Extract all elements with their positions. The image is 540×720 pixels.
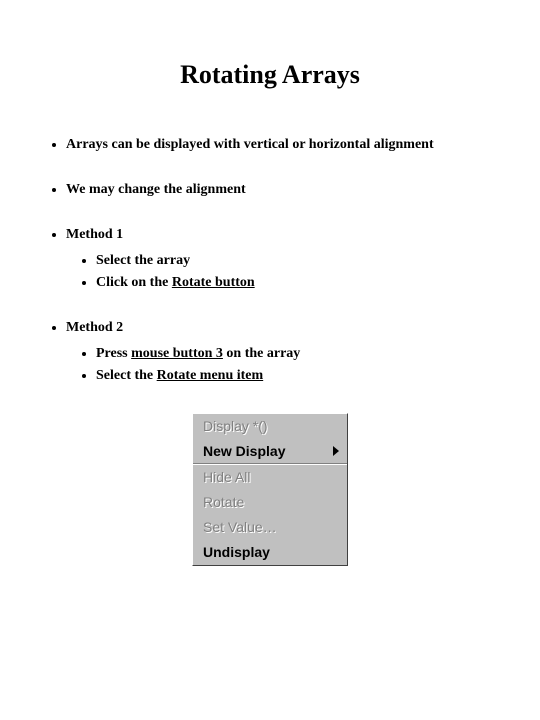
m2-s1-pre: Press: [96, 346, 131, 361]
context-menu-wrap: Display *() New Display Hide All Rotate …: [40, 413, 500, 566]
menu-item-undisplay-label: Undisplay: [203, 544, 270, 561]
method-2-steps: Press mouse button 3 on the array Select…: [66, 344, 500, 387]
page-title: Rotating Arrays: [40, 60, 500, 90]
mouse-button-3-link: mouse button 3: [131, 346, 223, 361]
bullet-alignment: Arrays can be displayed with vertical or…: [66, 136, 500, 155]
menu-item-display[interactable]: Display *(): [193, 414, 347, 439]
method-1-step-1: Select the array: [96, 251, 500, 271]
bullet-list: Arrays can be displayed with vertical or…: [40, 136, 500, 387]
method-1-steps: Select the array Click on the Rotate but…: [66, 251, 500, 294]
menu-item-undisplay[interactable]: Undisplay: [193, 540, 347, 565]
bullet-method-2: Method 2 Press mouse button 3 on the arr…: [66, 319, 500, 386]
menu-item-set-value[interactable]: Set Value…: [193, 515, 347, 540]
bullet-method-1: Method 1 Select the array Click on the R…: [66, 226, 500, 293]
method-1-label: Method 1: [66, 227, 123, 242]
m2-s2-pre: Select the: [96, 368, 157, 383]
method-2-step-1: Press mouse button 3 on the array: [96, 344, 500, 364]
m2-s1-post: on the array: [223, 346, 300, 361]
menu-item-rotate-label: Rotate: [203, 494, 244, 511]
menu-item-new-display-label: New Display: [203, 443, 285, 460]
method-2-label: Method 2: [66, 320, 123, 335]
menu-item-set-value-label: Set Value…: [203, 519, 277, 536]
method-1-step-2: Click on the Rotate button: [96, 273, 500, 293]
method-2-step-2: Select the Rotate menu item: [96, 366, 500, 386]
menu-item-rotate[interactable]: Rotate: [193, 490, 347, 515]
menu-item-hide-all[interactable]: Hide All: [193, 465, 347, 490]
bullet-change: We may change the alignment: [66, 181, 500, 200]
menu-item-new-display[interactable]: New Display: [193, 439, 347, 464]
submenu-arrow-icon: [333, 446, 339, 456]
rotate-menu-item-link: Rotate menu item: [157, 368, 264, 383]
rotate-button-link: Rotate button: [172, 275, 255, 290]
menu-item-display-label: Display *(): [203, 418, 268, 435]
context-menu: Display *() New Display Hide All Rotate …: [192, 413, 348, 566]
menu-item-hide-all-label: Hide All: [203, 469, 250, 486]
slide-page: Rotating Arrays Arrays can be displayed …: [0, 0, 540, 586]
m1-s2-pre: Click on the: [96, 275, 172, 290]
